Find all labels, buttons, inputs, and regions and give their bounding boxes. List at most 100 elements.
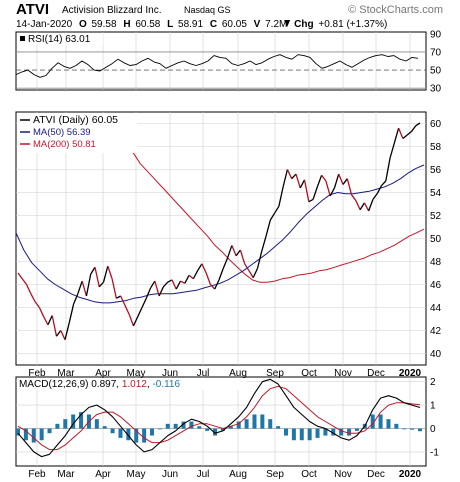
macd-histogram-bar bbox=[315, 428, 320, 438]
x-tick-label-bottom: Feb bbox=[28, 469, 46, 480]
price-segment bbox=[64, 322, 70, 340]
macd-histogram-bar bbox=[39, 428, 44, 441]
panel-frame bbox=[15, 31, 427, 91]
price-segment bbox=[209, 284, 216, 290]
price-segment bbox=[231, 245, 237, 256]
macd-title: MACD(12,26,9) 0.897, 1.012, -0.116 bbox=[19, 379, 180, 390]
price-segment bbox=[226, 245, 233, 259]
price-tick-label: 54 bbox=[430, 188, 442, 199]
macd-histogram-bar bbox=[228, 426, 233, 429]
price-segment bbox=[274, 205, 280, 214]
price-segment bbox=[316, 175, 323, 187]
x-tick-label-top: Apr bbox=[95, 368, 111, 379]
macd-histogram-bar bbox=[339, 428, 344, 436]
macd-histogram-bar bbox=[244, 419, 249, 429]
price-segment bbox=[188, 274, 194, 280]
price-segment bbox=[355, 200, 361, 211]
rsi-panel: 90 70 50 30 RSI(14) 63.01 bbox=[15, 29, 442, 95]
macd-histogram-bar bbox=[410, 428, 415, 430]
volume-value: 7.2M bbox=[265, 19, 287, 30]
x-tick-label-top: 2020 bbox=[399, 368, 422, 379]
macd-histogram-bar bbox=[94, 419, 99, 429]
x-tick-label-top: Nov bbox=[334, 368, 352, 379]
price-segment bbox=[124, 304, 130, 315]
price-segment bbox=[167, 279, 173, 283]
price-segment bbox=[359, 202, 365, 211]
rsi-title: RSI(14) 63.01 bbox=[28, 34, 91, 45]
price-segment bbox=[312, 186, 318, 200]
macd-histogram-bar bbox=[126, 428, 131, 441]
price-segment bbox=[102, 265, 109, 283]
price-tick-label: 56 bbox=[430, 165, 442, 176]
macd-histogram-bar bbox=[55, 423, 60, 429]
price-segment bbox=[154, 280, 160, 297]
price-segment bbox=[252, 268, 259, 278]
macd-histogram-bar bbox=[394, 423, 399, 429]
price-segment bbox=[68, 303, 75, 323]
macd-histogram-bar bbox=[197, 426, 202, 429]
price-segment bbox=[81, 280, 88, 297]
macd-histogram-bar bbox=[386, 419, 391, 429]
x-tick-label-bottom: Nov bbox=[334, 469, 352, 480]
price-segment bbox=[30, 293, 36, 303]
volume-label: V bbox=[254, 19, 261, 30]
price-segment bbox=[325, 180, 331, 197]
rsi-tick-label: 70 bbox=[430, 47, 442, 58]
macd-histogram-bar bbox=[347, 428, 352, 436]
price-segment bbox=[85, 274, 92, 297]
price-segment bbox=[278, 186, 284, 207]
price-segment bbox=[406, 131, 412, 136]
price-segment bbox=[256, 250, 263, 269]
macd-panel: 2 1 0 -1 MACD(12,26,9) 0.897, 1.012, -0.116 bbox=[15, 376, 439, 467]
macd-histogram-bar bbox=[236, 421, 241, 429]
price-segment bbox=[342, 178, 348, 185]
price-tick-label: 46 bbox=[430, 280, 442, 291]
price-segment bbox=[410, 125, 417, 132]
price-segment bbox=[235, 249, 241, 257]
price-segment bbox=[111, 278, 117, 299]
price-segment bbox=[145, 287, 152, 299]
price-segment bbox=[132, 316, 139, 327]
price-segment bbox=[150, 280, 156, 289]
price-panel: 60 58 56 54 52 50 48 46 44 42 40 ATVI (Daily) 60.05… bbox=[15, 111, 442, 366]
macd-histogram-bar bbox=[323, 428, 328, 436]
macd-histogram-bar bbox=[165, 423, 170, 429]
change-value: +0.81 (+1.37%) bbox=[318, 19, 387, 30]
price-segment bbox=[72, 293, 79, 305]
x-tick-label-top: Sep bbox=[266, 368, 284, 379]
price-segment bbox=[107, 265, 113, 279]
price-segment bbox=[385, 157, 391, 182]
price-segment bbox=[265, 219, 271, 237]
macd-histogram-bar bbox=[150, 428, 154, 436]
x-tick-label-top: Aug bbox=[229, 368, 247, 379]
high-value: 60.58 bbox=[135, 19, 160, 30]
macd-histogram-bar bbox=[205, 428, 210, 431]
x-tick-label-bottom: Apr bbox=[95, 469, 111, 480]
macd-histogram-bar bbox=[142, 428, 147, 443]
rsi-tick-label: 30 bbox=[430, 84, 442, 95]
price-segment bbox=[415, 122, 421, 127]
price-segment bbox=[25, 284, 32, 294]
macd-histogram-bar bbox=[402, 428, 407, 430]
price-segment bbox=[162, 281, 169, 288]
price-tick-label: 40 bbox=[430, 349, 442, 360]
price-segment bbox=[372, 193, 378, 200]
price-segment bbox=[94, 267, 100, 287]
exchange-name: Nasdaq GS bbox=[184, 5, 231, 15]
price-segment bbox=[389, 142, 395, 159]
macd-histogram-bar bbox=[213, 428, 218, 436]
price-segment bbox=[368, 199, 374, 212]
rsi-tick-label: 50 bbox=[430, 66, 442, 77]
macd-histogram-bar bbox=[299, 428, 304, 441]
price-segment bbox=[184, 274, 190, 284]
ticker-symbol: ATVI bbox=[16, 1, 49, 18]
price-segment bbox=[282, 169, 289, 187]
legend-ma200: MA(200) 50.81 bbox=[33, 139, 96, 150]
panel-frame bbox=[15, 376, 427, 467]
x-tick-label-bottom: Mar bbox=[57, 469, 75, 480]
macd-signal-line bbox=[17, 385, 421, 451]
macd-histogram-bar bbox=[268, 419, 273, 429]
macd-line bbox=[17, 378, 421, 458]
rsi-line bbox=[15, 54, 419, 78]
price-segment bbox=[201, 263, 207, 274]
